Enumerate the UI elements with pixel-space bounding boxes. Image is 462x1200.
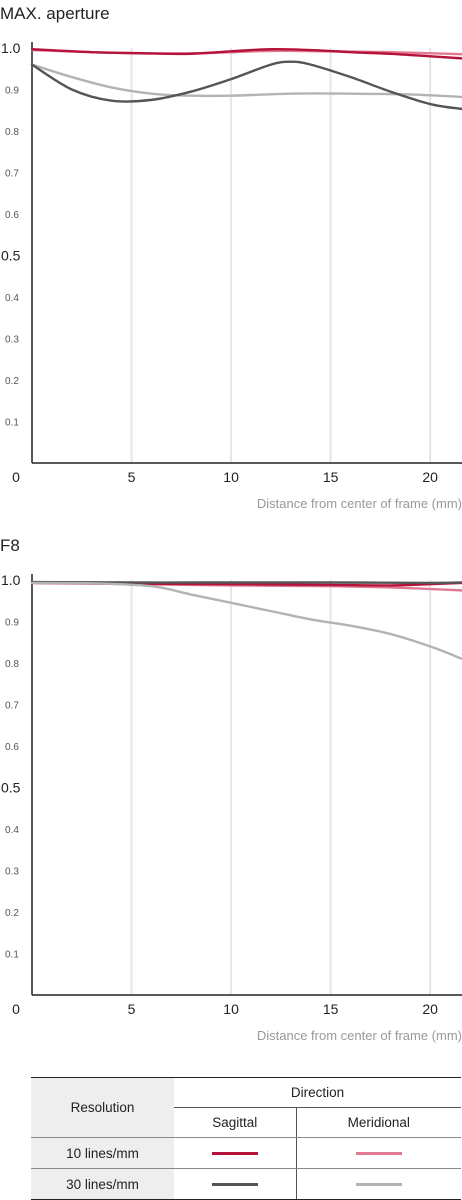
y-tick-label: 0.8: [5, 127, 19, 138]
chart-f8: F8 0.1 0.2 0.3 0.4 0.5 0.6 0.7 0.8 0.9 1.0 0 5 10 15 2…: [0, 532, 462, 1052]
series-line: [30, 63, 462, 99]
mtf-plot: 0.1 0.2 0.3 0.4 0.5 0.6 0.7 0.8 0.9 1.0 0 5 10 15 20 Di…: [1, 572, 462, 1043]
y-tick-label: 0.7: [5, 169, 19, 180]
x-tick-label: 5: [128, 1001, 136, 1017]
y-tick-label: 1.0: [1, 572, 21, 588]
y-tick-label: 0.5: [1, 248, 21, 264]
series-line: [30, 48, 462, 60]
y-tick-label: 0.8: [5, 659, 19, 670]
legend-row-label: 10 lines/mm: [31, 1137, 174, 1169]
y-tick-label: 0.5: [1, 780, 21, 796]
legend-row-label: 30 lines/mm: [31, 1168, 174, 1200]
y-tick-label: 0.7: [5, 701, 19, 712]
legend-swatch-sagittal: [211, 1152, 258, 1156]
x-axis-label: Distance from center of frame (mm): [257, 1028, 462, 1043]
legend-table: Resolution Direction Sagittal Meridional…: [31, 1077, 461, 1200]
mtf-plot: 0.1 0.2 0.3 0.4 0.5 0.6 0.7 0.8 0.9 1.0 0 5 10 15 20 Di…: [1, 40, 462, 511]
x-tick-label: 20: [422, 1001, 438, 1017]
legend-row: 30 lines/mm: [31, 1168, 461, 1200]
x-tick-label: 10: [223, 1001, 239, 1017]
legend-resolution-header: Resolution: [31, 1077, 174, 1138]
y-tick-label: 0.9: [5, 86, 19, 97]
x-tick-label: 15: [323, 1001, 339, 1017]
y-tick-label: 0.6: [5, 210, 19, 221]
x-tick-label: 5: [128, 469, 136, 485]
series-line: [30, 581, 462, 661]
y-tick-label: 1.0: [1, 40, 21, 56]
legend-swatch-meridional: [355, 1152, 402, 1156]
series-line: [30, 580, 462, 585]
y-tick-label: 0.4: [5, 825, 19, 836]
x-tick-label: 0: [12, 469, 20, 485]
y-tick-label: 0.3: [5, 335, 19, 346]
y-tick-label: 0.6: [5, 742, 19, 753]
series-line: [30, 60, 462, 111]
y-tick-label: 0.9: [5, 618, 19, 629]
y-tick-label: 0.3: [5, 867, 19, 878]
legend-meridional-header: Meridional: [296, 1107, 461, 1138]
legend-direction-header: Direction: [174, 1077, 461, 1108]
chart-title: F8: [0, 536, 20, 555]
y-tick-label: 0.4: [5, 293, 19, 304]
x-axis-label: Distance from center of frame (mm): [257, 496, 462, 511]
chart-title: MAX. aperture: [0, 4, 110, 23]
y-tick-label: 0.2: [5, 376, 19, 387]
y-tick-label: 0.1: [5, 950, 19, 961]
x-tick-label: 0: [12, 1001, 20, 1017]
x-tick-label: 15: [323, 469, 339, 485]
legend-swatch-meridional: [355, 1183, 402, 1187]
y-tick-label: 0.1: [5, 418, 19, 429]
legend-sagittal-header: Sagittal: [174, 1107, 297, 1138]
legend-row: 10 lines/mm: [31, 1137, 461, 1169]
legend-swatch-sagittal: [211, 1183, 258, 1187]
x-tick-label: 20: [422, 469, 438, 485]
chart-max-aperture: MAX. aperture 0.1 0.2 0.3 0.4 0.5 0.6 0.7 0.8 0.…: [0, 0, 462, 520]
x-tick-label: 10: [223, 469, 239, 485]
y-tick-label: 0.2: [5, 908, 19, 919]
